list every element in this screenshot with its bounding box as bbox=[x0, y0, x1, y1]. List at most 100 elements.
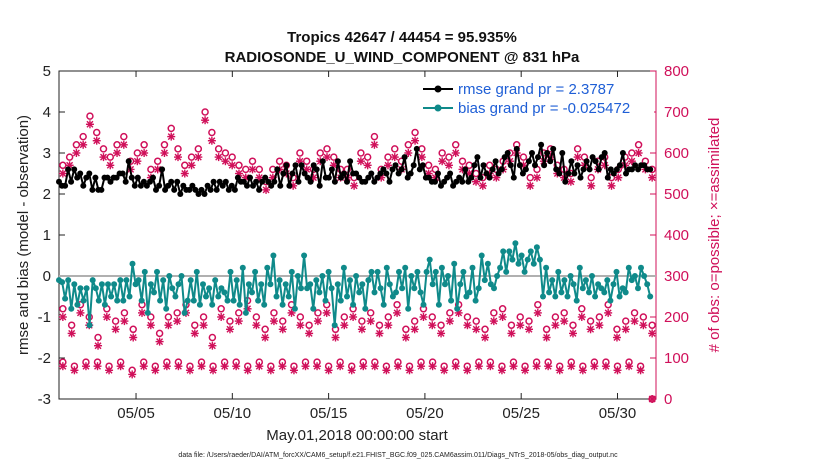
bias-point bbox=[638, 264, 644, 271]
obs-assimilated-marker bbox=[417, 362, 426, 371]
rmse-point bbox=[62, 182, 69, 189]
obs-possible-marker bbox=[94, 333, 102, 342]
obs-assimilated-marker bbox=[67, 329, 76, 338]
obs-assimilated-marker bbox=[410, 325, 419, 334]
rmse-point bbox=[386, 178, 393, 185]
rmse-point bbox=[68, 178, 75, 185]
obs-assimilated-marker bbox=[532, 173, 541, 182]
bias-point bbox=[86, 322, 93, 329]
rmse-point bbox=[353, 170, 360, 177]
obs-assimilated-marker bbox=[474, 362, 483, 371]
rmse-point bbox=[598, 154, 605, 161]
bias-point bbox=[172, 293, 179, 300]
rmse-point bbox=[586, 166, 593, 173]
bias-point bbox=[331, 322, 338, 329]
obs-assimilated-marker bbox=[197, 362, 206, 371]
rmse-point bbox=[562, 178, 569, 185]
obs-possible-marker bbox=[221, 149, 230, 157]
obs-assimilated-marker bbox=[634, 149, 643, 157]
bias-point bbox=[466, 289, 473, 296]
bias-point bbox=[105, 281, 111, 288]
rmse-point bbox=[571, 170, 578, 177]
obs-assimilated-marker bbox=[428, 321, 437, 330]
bias-point bbox=[285, 293, 292, 300]
obs-possible-marker bbox=[393, 300, 401, 309]
bias-point bbox=[417, 289, 424, 296]
bias-point bbox=[279, 301, 286, 308]
obs-assimilated-marker bbox=[383, 161, 392, 170]
obs-assimilated-marker bbox=[639, 321, 648, 330]
rmse-point bbox=[401, 154, 408, 161]
rmse-point bbox=[347, 158, 354, 165]
rmse-point bbox=[362, 178, 369, 185]
rmse-point bbox=[419, 162, 426, 169]
legend: rmse grand pr = 2.3787 bias grand pr = -… bbox=[420, 78, 654, 118]
obs-possible-marker bbox=[226, 317, 234, 325]
rmse-point bbox=[244, 182, 250, 189]
bias-point bbox=[120, 297, 127, 304]
obs-assimilated-marker bbox=[472, 325, 481, 334]
obs-assimilated-marker bbox=[92, 136, 101, 145]
bias-point bbox=[114, 297, 121, 304]
bias-point bbox=[628, 277, 635, 284]
obs-possible-marker bbox=[370, 132, 379, 141]
rmse-point bbox=[216, 178, 223, 185]
bias-point bbox=[405, 305, 412, 312]
obs-possible-marker bbox=[375, 321, 384, 329]
obs-assimilated-marker bbox=[451, 362, 460, 371]
rmse-point bbox=[513, 145, 520, 152]
bias-point bbox=[429, 281, 436, 288]
rmse-point bbox=[462, 166, 469, 173]
rmse-point bbox=[71, 166, 78, 173]
obs-assimilated-marker bbox=[625, 362, 634, 371]
rmse-point bbox=[140, 178, 147, 185]
obs-assimilated-marker bbox=[604, 308, 613, 317]
rmse-point bbox=[134, 174, 141, 181]
obs-possible-marker bbox=[634, 141, 643, 149]
bias-point bbox=[337, 297, 344, 304]
bias-point bbox=[270, 252, 277, 259]
obs-assimilated-marker bbox=[248, 165, 257, 174]
bias-point bbox=[543, 264, 550, 271]
rmse-point bbox=[301, 170, 308, 177]
x-tick-label: 05/10 bbox=[214, 405, 252, 422]
bias-point bbox=[282, 281, 289, 288]
obs-assimilated-marker bbox=[58, 169, 67, 178]
rmse-point bbox=[113, 174, 120, 181]
bias-point bbox=[533, 244, 540, 251]
bias-point bbox=[157, 297, 164, 304]
obs-assimilated-marker bbox=[350, 181, 359, 190]
obs-assimilated-marker bbox=[232, 362, 241, 371]
bias-point bbox=[123, 277, 130, 284]
bias-point bbox=[111, 281, 118, 288]
rmse-point bbox=[150, 174, 156, 181]
rmse-point bbox=[498, 166, 505, 173]
y-right-tick-label: 700 bbox=[664, 104, 689, 121]
obs-possible-marker bbox=[446, 309, 454, 317]
rmse-point bbox=[268, 182, 275, 189]
obs-possible-marker bbox=[410, 317, 419, 325]
obs-assimilated-marker bbox=[595, 321, 604, 330]
obs-possible-marker bbox=[481, 325, 489, 334]
bias-point bbox=[101, 301, 108, 308]
rmse-point bbox=[271, 178, 278, 185]
bias-point bbox=[227, 268, 234, 275]
bias-point bbox=[68, 305, 75, 312]
chart-title-line1: Tropics 42647 / 44454 = 95.935% bbox=[287, 29, 517, 46]
obs-possible-marker bbox=[519, 153, 528, 161]
rmse-point bbox=[589, 154, 596, 161]
obs-assimilated-marker bbox=[636, 366, 645, 375]
chart-title-line2: RADIOSONDE_U_WIND_COMPONENT @ 831 hPa bbox=[225, 49, 580, 66]
obs-assimilated-marker bbox=[567, 362, 576, 371]
rmse-point bbox=[65, 166, 72, 173]
obs-possible-marker bbox=[445, 153, 453, 161]
obs-assimilated-marker bbox=[190, 329, 199, 338]
rmse-point bbox=[583, 158, 590, 165]
y-left-tick-label: 1 bbox=[43, 227, 51, 244]
bias-point bbox=[442, 281, 448, 288]
obs-possible-marker bbox=[160, 141, 169, 149]
rmse-point bbox=[219, 182, 226, 189]
obs-assimilated-marker bbox=[525, 325, 534, 334]
rmse-point bbox=[86, 170, 93, 177]
bias-point bbox=[92, 285, 99, 292]
